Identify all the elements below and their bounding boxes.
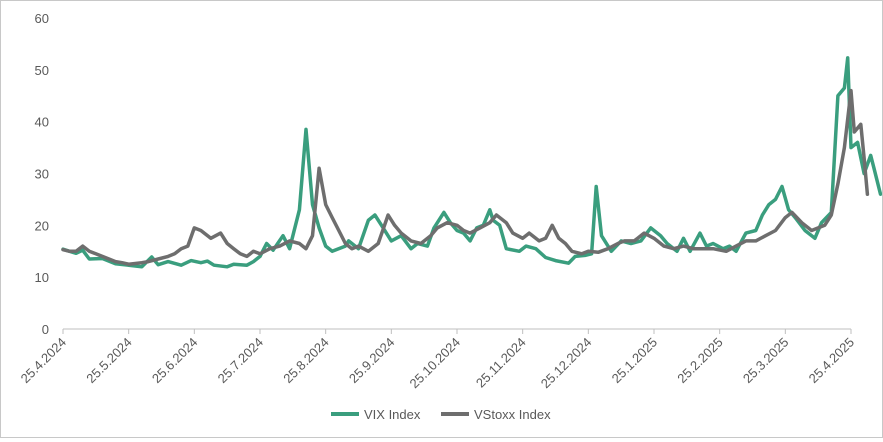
legend: VIX Index VStoxx Index [331,407,551,422]
x-tick-label: 25.4.2025 [806,335,858,387]
x-tick-label: 25.1.2025 [609,335,661,387]
y-axis-tick-labels: 0 10 20 30 40 50 60 [35,11,49,337]
x-tick-label: 25.11.2024 [473,335,529,391]
y-tick-label: 40 [35,115,49,130]
x-tick-label: 25.5.2024 [83,335,135,387]
y-tick-label: 0 [42,322,49,337]
y-tick-label: 30 [35,167,49,182]
x-axis-tick-labels: 25.4.2024 25.5.2024 25.6.2024 25.7.2024 25.8… [18,335,858,392]
x-tick-label: 25.7.2024 [215,335,267,387]
y-tick-label: 60 [35,11,49,26]
y-tick-label: 50 [35,63,49,78]
legend-label-vix: VIX Index [364,407,421,422]
x-tick-label: 25.4.2024 [18,335,70,387]
series-line-vix [61,56,883,269]
series-lines [61,56,883,269]
x-tick-label: 25.12.2024 [538,335,595,392]
y-tick-label: 20 [35,218,49,233]
x-tick-label: 25.6.2024 [149,335,201,387]
x-tick-label: 25.3.2025 [740,335,792,387]
x-axis: 25.4.2024 25.5.2024 25.6.2024 25.7.2024 25.8… [18,328,858,392]
y-tick-label: 10 [35,270,49,285]
series-line-vstoxx [61,88,870,266]
x-tick-label: 25.9.2024 [346,335,398,387]
x-tick-label: 25.8.2024 [280,335,332,387]
x-tick-label: 25.2.2025 [674,335,726,387]
x-axis-tick-marks [62,329,852,334]
x-tick-label: 25.10.2024 [406,335,463,392]
legend-label-vstoxx: VStoxx Index [474,407,551,422]
